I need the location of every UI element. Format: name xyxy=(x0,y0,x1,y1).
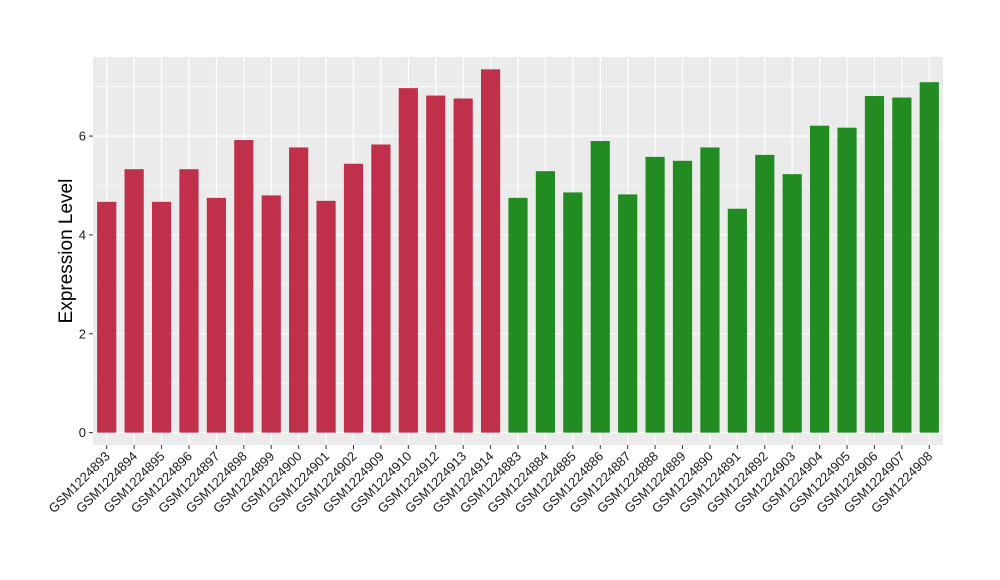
y-tick-label: 0 xyxy=(79,425,86,440)
bar-GSM1224884 xyxy=(535,171,556,433)
bar-GSM1224914 xyxy=(480,69,501,433)
y-axis: 0 2 4 6 xyxy=(79,129,93,440)
bar-GSM1224902 xyxy=(343,163,364,433)
bar-GSM1224894 xyxy=(124,169,144,433)
bar-GSM1224885 xyxy=(563,192,583,433)
x-axis: GSM1224893GSM1224894GSM1224895GSM1224896… xyxy=(45,445,935,516)
bars xyxy=(97,69,939,433)
bar-GSM1224907 xyxy=(892,97,912,433)
bar-GSM1224909 xyxy=(371,144,391,433)
bar-GSM1224886 xyxy=(590,141,610,433)
bar-GSM1224888 xyxy=(645,156,665,433)
bar-GSM1224904 xyxy=(810,125,830,433)
bar-GSM1224892 xyxy=(755,154,775,433)
bar-GSM1224893 xyxy=(97,201,117,433)
bar-GSM1224913 xyxy=(453,98,473,433)
bar-GSM1224905 xyxy=(837,127,857,433)
bar-GSM1224897 xyxy=(206,197,226,433)
y-axis-title: Expression Level xyxy=(56,179,77,324)
y-tick-label: 6 xyxy=(79,129,86,144)
bar-GSM1224910 xyxy=(398,88,418,433)
bar-GSM1224906 xyxy=(864,96,885,433)
bar-GSM1224895 xyxy=(151,201,172,433)
bar-GSM1224899 xyxy=(261,195,281,433)
bar-GSM1224912 xyxy=(426,95,446,433)
bar-GSM1224883 xyxy=(508,197,528,433)
y-tick-label: 2 xyxy=(79,326,86,341)
bar-GSM1224891 xyxy=(727,208,747,433)
bar-GSM1224898 xyxy=(234,140,254,433)
bar-GSM1224901 xyxy=(316,200,336,433)
bar-GSM1224908 xyxy=(919,82,939,433)
bar-GSM1224900 xyxy=(289,147,309,433)
bar-GSM1224896 xyxy=(179,169,199,433)
y-tick-label: 4 xyxy=(79,227,86,242)
bar-GSM1224887 xyxy=(618,194,638,433)
bar-GSM1224890 xyxy=(700,147,720,433)
bar-GSM1224889 xyxy=(672,160,693,433)
bar-GSM1224903 xyxy=(782,174,802,433)
